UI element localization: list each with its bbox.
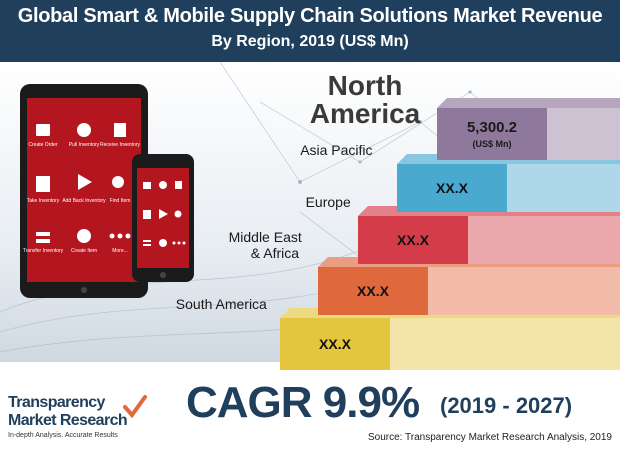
tablet-menu-label: Create Item [71,248,97,254]
tablet-menu-label: Pull Inventory [69,142,100,148]
region-staircase-chart [280,98,620,370]
bar-north-america [437,108,547,160]
logo-name-line1: Transparency [8,394,105,411]
bar-europe [358,216,468,264]
tablet-menu-label: Receive Inventory [100,142,141,148]
data-label: XX.X [319,336,351,352]
search-icon [112,176,124,188]
category-label: Europe [305,194,351,210]
data-label-unit: (US$ Mn) [472,139,512,149]
clipboard-icon [36,176,50,192]
step-body [547,108,620,160]
header-banner: Global Smart & Mobile Supply Chain Solut… [0,0,620,62]
data-label: XX.X [397,232,429,248]
data-label: XX.X [436,180,468,196]
checkmark-icon [123,395,147,419]
tablet-menu-label: Take Inventory [27,198,60,204]
logo-name-line2: Market Research [8,412,128,429]
tablet: Create Order Pull Inventory Receive Invent… [20,84,148,298]
step-body [507,164,620,212]
tablet-menu-label: More... [112,248,128,254]
cagr-value: CAGR 9.9% [186,378,420,427]
transfer-icon [36,232,50,236]
step-body [428,267,620,315]
receive-icon [114,123,126,137]
phone [132,154,194,282]
category-label: & Africa [250,245,300,261]
bar-south-america [280,318,390,370]
chart-title: Global Smart & Mobile Supply Chain Solut… [17,5,603,27]
step-top-face [437,98,620,108]
category-label: Middle East [228,229,302,245]
tablet-menu-grid: Create Order Pull Inventory Receive Invent… [23,123,141,254]
tablet-menu-label: Find Item [110,198,131,204]
step-body [468,216,620,264]
plus-circle-icon [77,229,91,243]
logo-tagline: In-depth Analysis. Accurate Results [8,432,118,439]
category-label: South America [175,296,267,312]
more-icon [109,233,115,239]
bar-asia-pacific [397,164,507,212]
tablet-menu-label: Transfer Inventory [23,248,64,254]
source-note: Source: Transparency Market Research Ana… [367,432,612,443]
chart-subtitle: By Region, 2019 (US$ Mn) [211,33,409,50]
forecast-period: (2019 - 2027) [440,393,573,418]
data-label: 5,300.2 [466,119,518,136]
bar-middle-east-africa [318,267,428,315]
company-logo: Transparency Market Research In-depth An… [8,394,158,444]
step-body [390,318,620,370]
category-label: Asia Pacific [300,142,373,158]
tablet-menu-label: Create Order [28,142,58,148]
arrow-icon [78,174,92,190]
category-label: America [309,98,421,129]
category-label: North [327,70,403,101]
minus-circle-icon [77,123,91,137]
tablet-menu-label: Add Back Inventory [62,198,106,204]
cart-icon [36,124,50,136]
devices-illustration: Create Order Pull Inventory Receive Invent… [20,84,194,298]
data-label: XX.X [357,283,389,299]
